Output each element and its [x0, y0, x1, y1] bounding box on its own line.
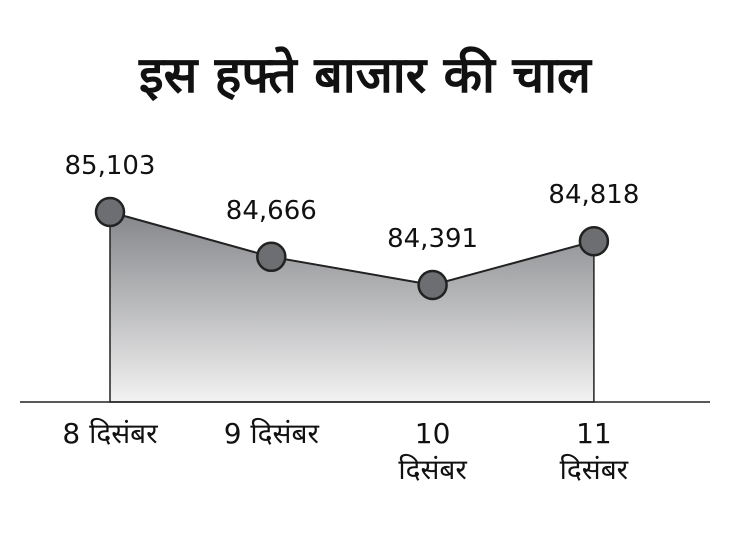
data-label: 84,391	[387, 224, 478, 254]
marker	[578, 225, 610, 257]
area-fill	[109, 211, 595, 403]
marker	[94, 196, 126, 228]
data-label: 84,818	[548, 180, 639, 210]
chart-title: इस हफ्ते बाजार की चाल	[138, 46, 593, 104]
data-label: 84,666	[226, 196, 317, 226]
x-tick-label: 9 दिसंबर	[223, 417, 319, 450]
x-tick-label: 8 दिसंबर	[62, 417, 158, 450]
data-label: 85,103	[65, 151, 156, 181]
x-tick-label: 10 दिसंबर	[398, 417, 467, 486]
x-tick-label: 11 दिसंबर	[559, 417, 629, 486]
line	[109, 211, 595, 287]
marker	[417, 269, 448, 301]
marker	[256, 241, 287, 273]
